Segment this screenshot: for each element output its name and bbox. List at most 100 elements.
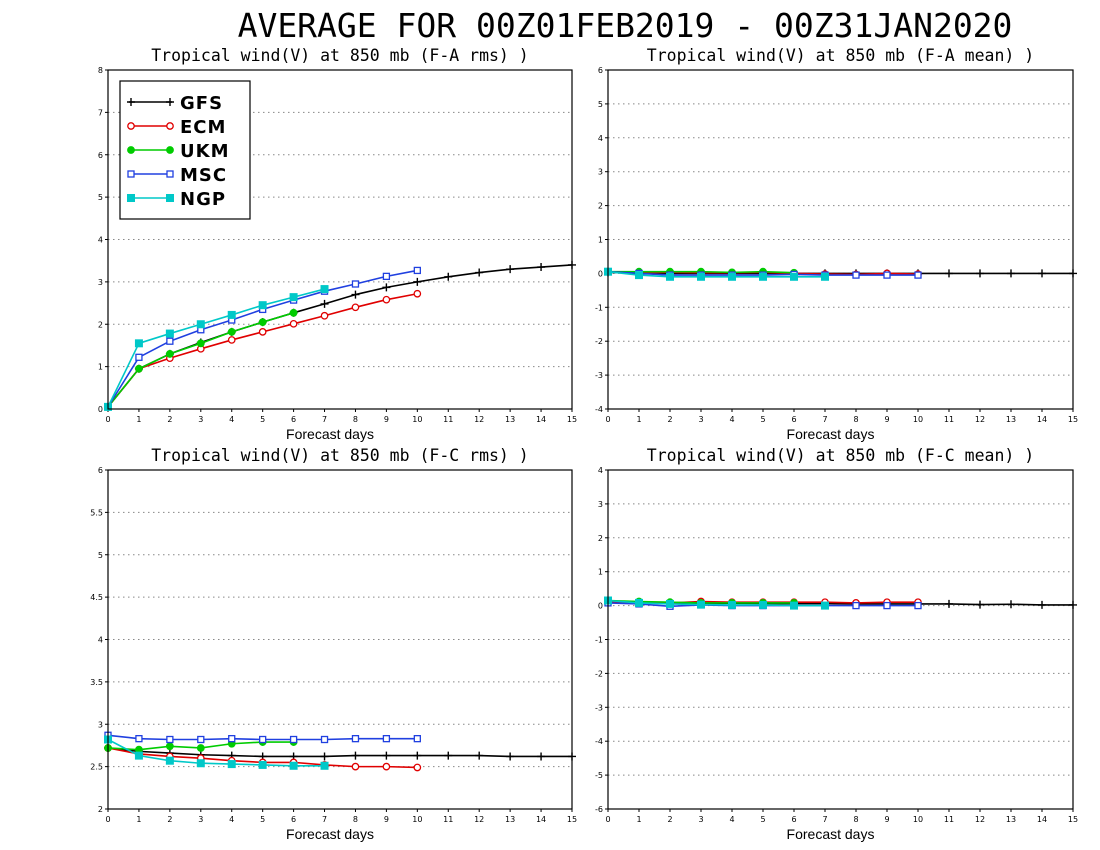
y-tick-label: 0 [598, 269, 603, 278]
y-tick-label: 1 [98, 363, 103, 372]
data-point [351, 280, 360, 288]
x-tick-label: 11 [443, 415, 453, 424]
x-tick-label: 7 [822, 815, 827, 824]
data-point [289, 293, 298, 302]
data-point [914, 271, 922, 279]
x-tick-label: 6 [291, 415, 296, 424]
x-tick-label: 2 [667, 415, 672, 424]
data-point [382, 735, 391, 743]
x-tick-label: 12 [975, 815, 985, 824]
data-point [351, 303, 360, 312]
x-tick-label: 1 [636, 815, 641, 824]
data-point [289, 319, 298, 328]
data-point [821, 272, 829, 281]
data-point [258, 760, 267, 769]
chart-panel-3: Tropical wind(V) at 850 mb (F-C rms) ) 2 2… [90, 446, 577, 842]
y-tick-label: 6 [98, 151, 103, 160]
x-tick-label: 15 [567, 815, 577, 824]
data-point [475, 751, 484, 760]
x-tick-label: 8 [853, 415, 858, 424]
data-point [475, 268, 484, 277]
data-point [728, 272, 736, 281]
data-point [759, 600, 767, 609]
data-point [976, 600, 984, 609]
x-tick-label: 6 [291, 815, 296, 824]
data-point [289, 761, 298, 770]
panel-title: Tropical wind(V) at 850 mb (F-A mean) ) [647, 46, 1034, 65]
y-tick-label: 3 [598, 500, 603, 509]
legend-marker [166, 98, 174, 106]
data-point [320, 735, 329, 744]
data-point [413, 289, 422, 298]
data-point [258, 318, 267, 327]
legend-marker [166, 194, 174, 202]
x-tick-label: 13 [1006, 815, 1016, 824]
data-point [351, 762, 360, 771]
x-tick-label: 8 [853, 815, 858, 824]
x-tick-label: 10 [412, 815, 422, 824]
data-point [165, 742, 174, 751]
x-tick-label: 2 [167, 415, 172, 424]
legend-marker [127, 170, 135, 178]
series-line [107, 747, 572, 758]
x-tick-label: 1 [136, 415, 141, 424]
x-tick-label: 2 [167, 815, 172, 824]
data-point [134, 339, 143, 348]
data-point [1007, 600, 1015, 609]
legend-label: UKM [180, 141, 229, 162]
x-axis-title: Forecast days [787, 426, 875, 442]
data-point [413, 735, 421, 743]
y-tick-label: -2 [595, 669, 603, 678]
chart-panel-1: Tropical wind(V) at 850 mb (F-A rms) ) 0 1… [98, 46, 577, 442]
x-tick-label: 4 [729, 415, 734, 424]
plot-frame [107, 469, 573, 810]
x-tick-label: 1 [636, 415, 641, 424]
x-tick-label: 12 [474, 415, 484, 424]
data-point [413, 751, 422, 760]
y-tick-label: 1 [598, 568, 603, 577]
x-tick-label: 9 [384, 415, 389, 424]
data-point [227, 760, 236, 769]
x-tick-label: 14 [536, 415, 546, 424]
x-tick-label: 4 [729, 815, 734, 824]
data-point [413, 266, 421, 275]
legend-item-msc: MSC [127, 165, 227, 186]
main-title: AVERAGE FOR 00Z01FEB2019 - 00Z31JAN2020 [238, 6, 1013, 45]
chart-panel-2: Tropical wind(V) at 850 mb (F-A mean) ) -… [595, 46, 1078, 442]
legend-marker [166, 146, 174, 154]
y-tick-label: 2.5 [90, 763, 103, 772]
data-point [320, 285, 329, 294]
series-gfs [104, 260, 576, 411]
data-point [135, 353, 143, 361]
x-tick-label: 8 [353, 415, 358, 424]
series-line [607, 599, 825, 607]
y-tick-label: 4 [98, 236, 103, 245]
data-point [537, 752, 546, 761]
data-point [790, 601, 798, 610]
legend-item-ngp: NGP [127, 189, 225, 210]
data-point [883, 601, 891, 610]
x-tick-label: 11 [944, 415, 954, 424]
data-point [852, 271, 860, 279]
y-tick-label: 5 [98, 193, 103, 202]
data-point [666, 272, 674, 281]
data-point [1038, 600, 1046, 609]
y-tick-label: -3 [595, 703, 603, 712]
series-line [107, 738, 325, 767]
y-tick-label: 5 [598, 100, 603, 109]
data-point [382, 283, 391, 292]
data-point [976, 269, 984, 278]
x-tick-label: 15 [1068, 815, 1078, 824]
data-point [196, 339, 205, 348]
data-point [135, 364, 143, 373]
y-tick-label: 2 [598, 202, 603, 211]
legend-item-gfs: GFS [127, 93, 222, 114]
plot-frame [607, 69, 1074, 410]
data-point [790, 272, 798, 281]
x-tick-label: 0 [605, 815, 610, 824]
legend-label: MSC [180, 165, 227, 186]
panel-title: Tropical wind(V) at 850 mb (F-C rms) ) [151, 446, 529, 465]
data-point [165, 329, 174, 338]
data-point [165, 756, 174, 765]
y-tick-label: 5.5 [90, 508, 103, 517]
